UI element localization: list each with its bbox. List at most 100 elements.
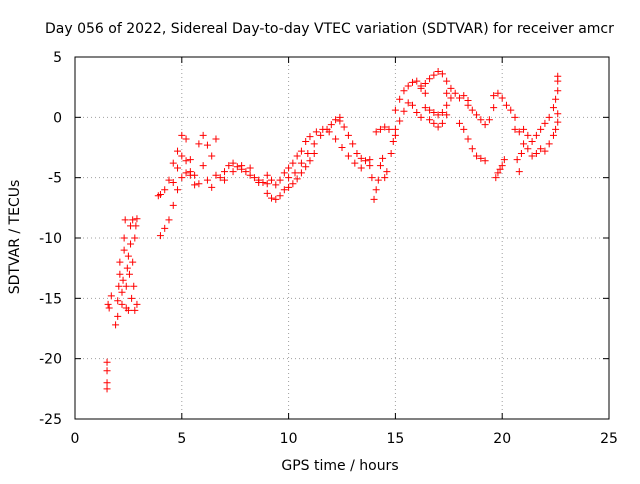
data-point: [391, 106, 399, 114]
data-point: [430, 109, 438, 117]
data-point: [443, 89, 451, 97]
data-point: [178, 152, 186, 160]
data-point: [116, 258, 124, 266]
data-point: [156, 232, 164, 240]
data-point: [421, 80, 429, 88]
data-point: [103, 358, 111, 366]
data-point: [186, 168, 194, 176]
data-point: [276, 192, 284, 200]
data-point: [400, 87, 408, 95]
data-point: [443, 77, 451, 85]
data-point: [169, 159, 177, 167]
data-point: [119, 276, 127, 284]
data-point: [498, 94, 506, 102]
data-point: [417, 113, 425, 121]
data-point: [161, 186, 169, 194]
data-point: [438, 70, 446, 78]
data-point: [549, 131, 557, 139]
data-point: [408, 101, 416, 109]
data-point: [532, 131, 540, 139]
data-point: [103, 385, 111, 393]
x-tick-label: 20: [493, 431, 511, 447]
data-point: [221, 176, 229, 184]
data-point: [304, 150, 312, 158]
data-point: [263, 171, 271, 179]
data-point: [103, 367, 111, 375]
data-point: [477, 116, 485, 124]
data-point: [361, 157, 369, 165]
data-point: [242, 168, 250, 176]
x-axis-title: GPS time / hours: [281, 458, 398, 474]
data-point: [417, 84, 425, 92]
data-point: [376, 125, 384, 133]
y-tick-label: -15: [39, 291, 62, 307]
data-point: [225, 162, 233, 170]
y-tick-label: -20: [39, 352, 62, 368]
data-point: [434, 111, 442, 119]
data-point: [212, 171, 220, 179]
data-point: [255, 178, 263, 186]
data-point: [174, 164, 182, 172]
data-point: [372, 128, 380, 136]
data-point: [118, 300, 126, 308]
data-point: [552, 95, 560, 103]
data-point: [229, 159, 237, 167]
data-point: [312, 128, 320, 136]
data-point: [325, 128, 333, 136]
data-point: [494, 89, 502, 97]
data-point: [131, 306, 139, 314]
data-point: [250, 174, 258, 182]
data-point: [124, 252, 132, 260]
data-point: [276, 176, 284, 184]
data-point: [191, 171, 199, 179]
data-point: [455, 119, 463, 127]
data-point: [263, 189, 271, 197]
data-point: [511, 113, 519, 121]
data-point: [105, 304, 113, 312]
data-point: [473, 152, 481, 160]
data-point: [381, 123, 389, 131]
data-point: [515, 168, 523, 176]
data-point: [511, 125, 519, 133]
data-point: [413, 77, 421, 85]
data-point: [490, 92, 498, 100]
data-point: [528, 137, 536, 145]
data-point: [133, 300, 141, 308]
y-tick-label: -10: [39, 231, 62, 247]
data-point: [263, 180, 271, 188]
grid: [75, 57, 609, 419]
data-point: [421, 89, 429, 97]
data-point: [174, 147, 182, 155]
data-point: [545, 113, 553, 121]
data-point: [336, 117, 344, 125]
data-point: [178, 174, 186, 182]
data-point: [132, 222, 140, 230]
tick-labels: 0 5 10 15 20 25 -25 -20 -15 -10 -5 0 5: [39, 50, 618, 447]
data-point: [515, 128, 523, 136]
data-point: [268, 194, 276, 202]
data-point: [537, 125, 545, 133]
y-tick-label: 0: [53, 110, 62, 126]
data-point: [485, 116, 493, 124]
data-point: [541, 119, 549, 127]
data-point: [391, 125, 399, 133]
data-point: [357, 164, 365, 172]
data-point: [368, 174, 376, 182]
data-point: [513, 156, 521, 164]
data-point: [396, 117, 404, 125]
x-tick-label: 5: [177, 431, 186, 447]
data-point: [434, 123, 442, 131]
data-point: [302, 137, 310, 145]
data-point: [426, 116, 434, 124]
data-point: [103, 379, 111, 387]
data-point: [430, 119, 438, 127]
data-point: [208, 152, 216, 160]
data-point: [430, 71, 438, 79]
data-point: [351, 159, 359, 167]
data-point: [455, 94, 463, 102]
data-point: [340, 123, 348, 131]
data-point: [203, 141, 211, 149]
data-point: [524, 145, 532, 153]
data-point: [344, 131, 352, 139]
